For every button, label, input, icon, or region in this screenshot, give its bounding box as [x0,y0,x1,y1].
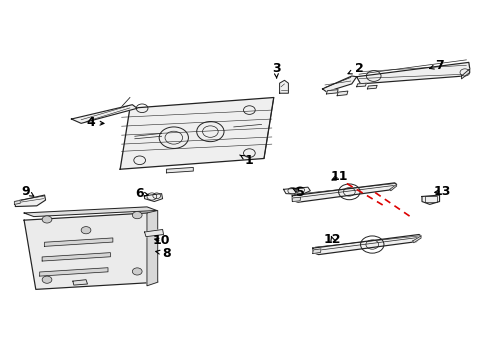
Circle shape [42,216,52,223]
Polygon shape [312,249,321,253]
Polygon shape [292,183,396,202]
Text: 4: 4 [86,116,104,129]
Text: 3: 3 [271,62,280,78]
Polygon shape [166,167,193,173]
Text: 6: 6 [135,187,148,200]
Text: 1: 1 [239,154,253,167]
Circle shape [132,212,142,219]
Polygon shape [356,62,469,84]
Polygon shape [283,187,310,194]
Text: 5: 5 [292,186,305,199]
Polygon shape [144,229,163,237]
Text: 8: 8 [156,247,170,260]
Polygon shape [120,98,273,169]
Polygon shape [461,69,469,79]
Polygon shape [356,83,366,87]
Polygon shape [292,197,300,202]
Polygon shape [389,184,396,191]
Polygon shape [147,211,158,286]
Polygon shape [44,238,113,246]
Polygon shape [24,207,157,217]
Polygon shape [71,105,137,123]
Text: 13: 13 [432,185,450,198]
Polygon shape [144,194,162,202]
Text: 7: 7 [428,59,443,72]
Polygon shape [326,90,337,94]
Text: 2: 2 [347,62,363,75]
Polygon shape [421,195,439,204]
Circle shape [132,268,142,275]
Polygon shape [73,280,87,285]
Text: 10: 10 [153,234,170,247]
Bar [424,197,436,202]
Polygon shape [312,234,420,255]
Polygon shape [15,195,45,207]
Polygon shape [366,85,376,89]
Polygon shape [336,91,347,96]
Text: 9: 9 [21,185,34,198]
Circle shape [81,226,91,234]
Polygon shape [322,76,356,92]
Text: 12: 12 [323,233,340,246]
Polygon shape [14,201,20,204]
Circle shape [42,276,52,283]
Polygon shape [40,268,108,276]
Polygon shape [412,236,420,243]
Polygon shape [42,253,110,261]
Text: 11: 11 [330,170,347,183]
Polygon shape [279,80,288,93]
Polygon shape [24,213,158,289]
